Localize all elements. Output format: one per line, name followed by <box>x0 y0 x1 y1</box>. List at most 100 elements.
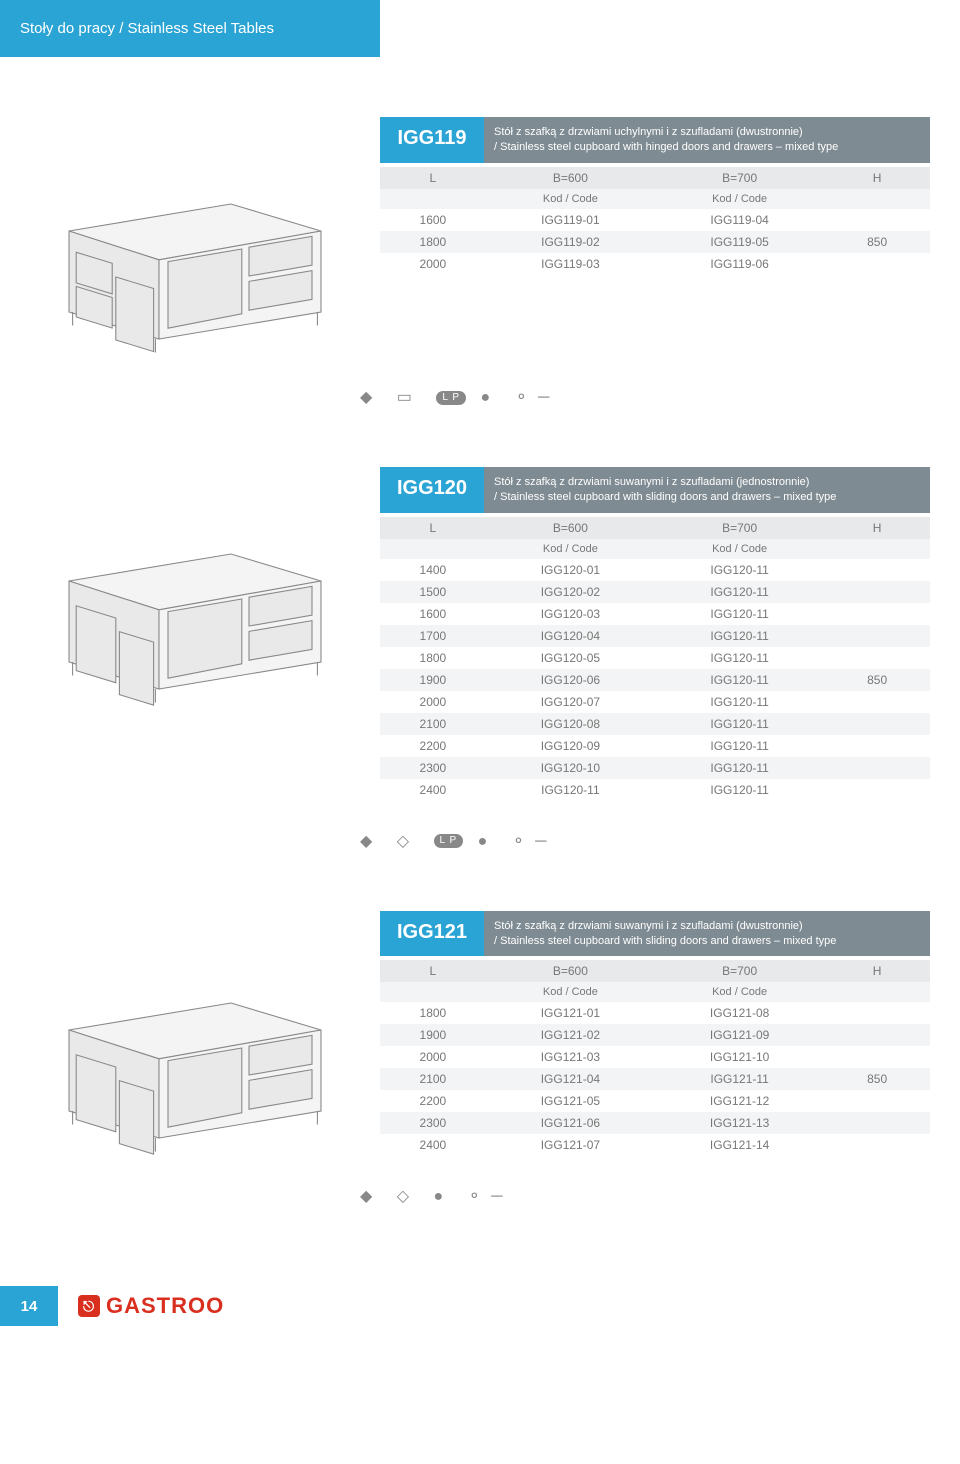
table-row: 2400 IGG121-07 IGG121-14 <box>380 1134 930 1156</box>
option-icon: ⚬─ <box>468 1188 513 1205</box>
cell-L: 1400 <box>380 559 486 581</box>
col-b700: B=700 <box>655 960 824 982</box>
subhead-b600: Kod / Code <box>486 982 655 1002</box>
page-number: 14 <box>0 1286 58 1326</box>
cell-H <box>824 581 930 603</box>
product-code: IGG119 <box>380 117 484 163</box>
option-icon: ◆ <box>360 1188 382 1205</box>
table-subheader-row: Kod / Code Kod / Code <box>380 189 930 209</box>
cell-b700: IGG121-09 <box>655 1024 824 1046</box>
cell-L: 1900 <box>380 669 486 691</box>
col-H: H <box>824 960 930 982</box>
table-header-row: L B=600 B=700 H <box>380 517 930 539</box>
cell-b600: IGG121-07 <box>486 1134 655 1156</box>
cell-b600: IGG119-02 <box>486 231 655 253</box>
cell-b700: IGG120-11 <box>655 603 824 625</box>
col-b600: B=600 <box>486 960 655 982</box>
table-row: 2300 IGG121-06 IGG121-13 <box>380 1112 930 1134</box>
table-row: 1700 IGG120-04 IGG120-11 <box>380 625 930 647</box>
cell-L: 2200 <box>380 1090 486 1112</box>
footer: 14 ⎋ GASTROO <box>0 1286 960 1346</box>
cell-b600: IGG119-03 <box>486 253 655 275</box>
table-row: 2200 IGG121-05 IGG121-12 <box>380 1090 930 1112</box>
page: Stoły do pracy / Stainless Steel Tables … <box>0 0 960 1386</box>
option-icon: ⚬─ <box>515 389 560 406</box>
cell-b700: IGG121-12 <box>655 1090 824 1112</box>
content-column: IGG119 Stół z szafką z drzwiami uchylnym… <box>380 117 930 357</box>
col-b600: B=600 <box>486 517 655 539</box>
cell-b700: IGG120-11 <box>655 625 824 647</box>
product-illustration <box>30 177 360 357</box>
table-row: 1900 IGG120-06 IGG120-11 850 <box>380 669 930 691</box>
col-L: L <box>380 167 486 189</box>
cell-b700: IGG120-11 <box>655 559 824 581</box>
cell-H <box>824 253 930 275</box>
cell-L: 1600 <box>380 603 486 625</box>
cell-H <box>824 647 930 669</box>
cell-b600: IGG120-01 <box>486 559 655 581</box>
cell-H <box>824 559 930 581</box>
cell-H <box>824 1134 930 1156</box>
product-description: Stół z szafką z drzwiami uchylnymi i z s… <box>484 117 930 163</box>
col-b700: B=700 <box>655 167 824 189</box>
subhead-b700: Kod / Code <box>655 982 824 1002</box>
cell-b700: IGG120-11 <box>655 691 824 713</box>
cell-b700: IGG121-13 <box>655 1112 824 1134</box>
table-row: 2000 IGG120-07 IGG120-11 <box>380 691 930 713</box>
cell-L: 2400 <box>380 779 486 801</box>
cell-H <box>824 209 930 231</box>
cell-b600: IGG121-04 <box>486 1068 655 1090</box>
lp-icon: L P <box>434 834 464 848</box>
brand-text: GASTROO <box>106 1293 224 1319</box>
subhead-b700: Kod / Code <box>655 539 824 559</box>
table-row: 1900 IGG121-02 IGG121-09 <box>380 1024 930 1046</box>
lp-icon: L P <box>436 391 466 405</box>
cell-L: 1800 <box>380 1002 486 1024</box>
cell-L: 2000 <box>380 691 486 713</box>
cell-b700: IGG120-11 <box>655 669 824 691</box>
page-title: Stoły do pracy / Stainless Steel Tables <box>0 0 380 57</box>
col-H: H <box>824 517 930 539</box>
option-icon: ◇ <box>397 833 419 850</box>
cell-b600: IGG120-08 <box>486 713 655 735</box>
cell-b700: IGG120-11 <box>655 713 824 735</box>
cell-H: 850 <box>824 1068 930 1090</box>
cell-L: 1700 <box>380 625 486 647</box>
cell-b600: IGG121-01 <box>486 1002 655 1024</box>
cell-L: 2300 <box>380 757 486 779</box>
option-icon: ● <box>480 389 500 406</box>
spec-table: L B=600 B=700 H Kod / Code Kod / Code 18… <box>380 960 930 1156</box>
cell-b600: IGG120-09 <box>486 735 655 757</box>
cell-H <box>824 735 930 757</box>
illustration-column <box>30 467 360 801</box>
cell-H <box>824 1090 930 1112</box>
cell-L: 2100 <box>380 1068 486 1090</box>
cell-H <box>824 691 930 713</box>
cell-b600: IGG121-06 <box>486 1112 655 1134</box>
cell-b600: IGG120-06 <box>486 669 655 691</box>
cell-b700: IGG120-11 <box>655 757 824 779</box>
cell-b700: IGG121-14 <box>655 1134 824 1156</box>
table-row: 2000 IGG119-03 IGG119-06 <box>380 253 930 275</box>
col-L: L <box>380 517 486 539</box>
cell-H <box>824 1112 930 1134</box>
col-b600: B=600 <box>486 167 655 189</box>
option-icons-row: ◆ ▭ L P ● ⚬─ <box>0 387 960 407</box>
cell-H: 850 <box>824 669 930 691</box>
cell-b600: IGG121-05 <box>486 1090 655 1112</box>
option-icon: ▭ <box>397 389 422 406</box>
table-row: 2300 IGG120-10 IGG120-11 <box>380 757 930 779</box>
cell-H <box>824 603 930 625</box>
table-header-row: L B=600 B=700 H <box>380 167 930 189</box>
option-icon: ● <box>434 1188 454 1205</box>
cell-L: 1800 <box>380 647 486 669</box>
cell-L: 2400 <box>380 1134 486 1156</box>
cell-b600: IGG120-11 <box>486 779 655 801</box>
product-header: IGG121 Stół z szafką z drzwiami suwanymi… <box>380 911 930 957</box>
cell-b700: IGG119-05 <box>655 231 824 253</box>
option-icon: ◇ <box>397 1188 419 1205</box>
col-H: H <box>824 167 930 189</box>
table-subheader-row: Kod / Code Kod / Code <box>380 982 930 1002</box>
spec-table: L B=600 B=700 H Kod / Code Kod / Code 16… <box>380 167 930 275</box>
cell-b700: IGG120-11 <box>655 779 824 801</box>
